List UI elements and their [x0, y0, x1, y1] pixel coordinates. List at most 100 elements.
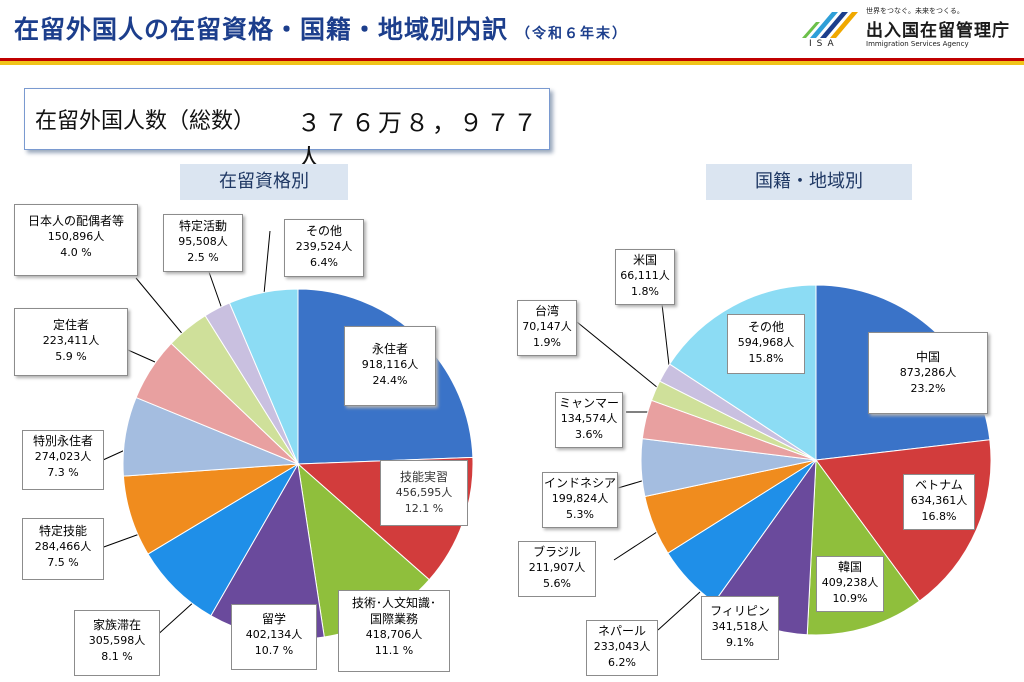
label-pct: 6.2% — [608, 656, 636, 669]
label-count: 66,111人 — [620, 269, 670, 282]
status-slice-4 — [147, 462, 300, 617]
label-count: 223,411人 — [42, 334, 100, 347]
label-pct: 11.1 % — [374, 644, 414, 657]
slice-label-spouse-of-japanese: 日本人の配偶者等 150,896人 4.0 % — [14, 204, 138, 276]
slice-label-taiwan: 台湾 70,147人 1.9% — [517, 300, 577, 356]
section-title-nationality: 国籍・地域別 — [706, 164, 912, 200]
label-count: 594,968人 — [737, 336, 795, 349]
label-pct: 5.9 % — [55, 350, 87, 363]
page-title: 在留外国人の在留資格・国籍・地域別内訳 （令和６年末） — [14, 10, 628, 46]
label-name: 特別永住者 — [32, 434, 93, 448]
slice-label-korea: 韓国 409,238人 10.9% — [816, 556, 884, 612]
total-label: 在留外国人数（総数） — [35, 109, 256, 134]
logo-agency-name: 出入国在留管理庁 — [866, 21, 1010, 41]
label-count: 634,361人 — [910, 494, 968, 507]
label-count: 150,896人 — [47, 230, 105, 243]
section-title-status: 在留資格別 — [180, 164, 348, 200]
label-name: その他 — [747, 320, 784, 334]
label-count: 199,824人 — [551, 492, 609, 505]
isa-logo-icon — [802, 12, 858, 38]
label-pct: 2.5 % — [187, 251, 219, 264]
label-pct: 5.6% — [543, 577, 571, 590]
label-count: 211,907人 — [528, 561, 586, 574]
label-name: 韓国 — [837, 560, 862, 574]
slice-label-specified-skilled: 特定技能 284,466人 7.5 % — [22, 518, 104, 580]
logo-tagline: 世界をつなぐ。未来をつくる。 — [866, 7, 964, 15]
label-pct: 23.2% — [910, 382, 946, 395]
label-count: 873,286人 — [899, 366, 957, 379]
label-count: 305,598人 — [88, 634, 146, 647]
label-count: 95,508人 — [178, 235, 228, 248]
slice-label-brazil: ブラジル 211,907人 5.6% — [518, 541, 596, 597]
slice-label-permanent-resident: 永住者 918,116人 24.4% — [344, 326, 436, 406]
label-count: 341,518人 — [711, 620, 769, 633]
page-title-text: 在留外国人の在留資格・国籍・地域別内訳 — [14, 15, 509, 44]
label-pct: 8.1 % — [101, 650, 133, 663]
label-count: 233,043人 — [593, 640, 651, 653]
label-name: 台湾 — [534, 304, 559, 318]
label-pct: 4.0 % — [60, 246, 92, 259]
label-count: 70,147人 — [522, 320, 572, 333]
label-count: 918,116人 — [361, 358, 419, 371]
label-name: 日本人の配偶者等 — [27, 214, 124, 228]
label-pct: 6.4% — [310, 256, 338, 269]
label-name: インドネシア — [543, 476, 616, 490]
slice-label-china: 中国 873,286人 23.2% — [868, 332, 988, 414]
label-name: 特定活動 — [178, 219, 227, 233]
label-count: 418,706人 — [365, 628, 423, 641]
label-name: 米国 — [632, 253, 657, 267]
label-count: 409,238人 — [821, 576, 879, 589]
label-name: 永住者 — [371, 342, 408, 356]
label-pct: 10.9% — [832, 592, 868, 605]
label-name: 留学 — [261, 612, 286, 626]
slice-label-vietnam: ベトナム 634,361人 16.8% — [903, 474, 975, 530]
label-name: 技能実習 — [399, 470, 448, 484]
slice-label-long-term-resident: 定住者 223,411人 5.9 % — [14, 308, 128, 376]
label-name: ベトナム — [915, 478, 963, 492]
slice-label-myanmar: ミャンマー 134,574人 3.6% — [555, 392, 623, 448]
label-name-line2: 国際業務 — [369, 612, 418, 626]
label-name: ネパール — [597, 624, 646, 638]
slice-label-special-permanent: 特別永住者 274,023人 7.3 % — [22, 430, 104, 490]
total-box: 在留外国人数（総数） ３７６万８，９７７人 — [24, 88, 550, 172]
label-name: ブラジル — [533, 545, 581, 559]
label-pct: 10.7 % — [254, 644, 294, 657]
label-pct: 5.3% — [566, 508, 594, 521]
label-name: フィリピン — [710, 604, 770, 618]
slice-label-student: 留学 402,134人 10.7 % — [231, 604, 317, 670]
slice-label-philippines: フィリピン 341,518人 9.1% — [701, 596, 779, 660]
label-count: 284,466人 — [34, 540, 92, 553]
label-count: 456,595人 — [395, 486, 453, 499]
label-name: 特定技能 — [38, 524, 87, 538]
label-name: 中国 — [915, 350, 940, 364]
slice-label-other-status: その他 239,524人 6.4% — [284, 219, 364, 277]
label-count: 134,574人 — [560, 412, 618, 425]
label-pct: 15.8% — [748, 352, 784, 365]
label-name: ミャンマー — [558, 396, 619, 410]
logo-isa-text: ISA — [809, 39, 839, 49]
header-divider-yellow — [0, 61, 1024, 65]
label-count: 239,524人 — [295, 240, 353, 253]
label-pct: 9.1% — [726, 636, 754, 649]
label-name: 定住者 — [52, 318, 89, 332]
label-pct: 3.6% — [575, 428, 603, 441]
label-pct: 1.9% — [533, 336, 561, 349]
label-pct: 7.5 % — [47, 556, 79, 569]
slice-label-indonesia: インドネシア 199,824人 5.3% — [542, 472, 618, 528]
slice-label-engineer-humanities: 技術･人文知識･ 国際業務 418,706人 11.1 % — [338, 590, 450, 672]
label-pct: 16.8% — [921, 510, 957, 523]
slice-label-usa: 米国 66,111人 1.8% — [615, 249, 675, 305]
label-pct: 7.3 % — [47, 466, 79, 479]
label-name: その他 — [305, 224, 342, 238]
slice-label-technical-intern: 技能実習 456,595人 12.1 % — [380, 460, 468, 526]
label-pct: 24.4% — [372, 374, 408, 387]
slice-label-dependent: 家族滞在 305,598人 8.1 % — [74, 610, 160, 676]
label-pct: 1.8% — [631, 285, 659, 298]
slice-label-nepal: ネパール 233,043人 6.2% — [586, 620, 658, 676]
status-slice-10 — [228, 288, 299, 465]
slice-label-designated-activities: 特定活動 95,508人 2.5 % — [163, 214, 243, 272]
label-pct: 12.1 % — [404, 502, 444, 515]
label-count: 274,023人 — [34, 450, 92, 463]
header-divider-red — [0, 58, 1024, 61]
